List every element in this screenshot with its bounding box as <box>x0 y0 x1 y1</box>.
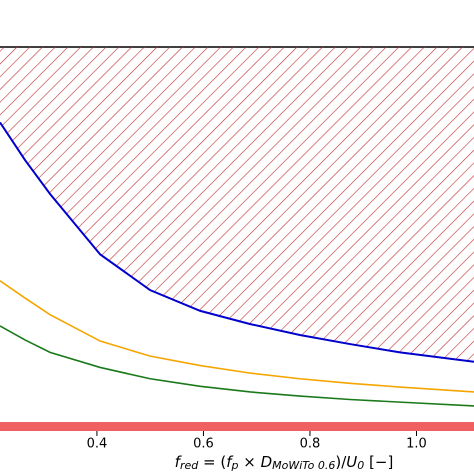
x-label-part: )/ <box>335 453 347 471</box>
x-label-part: p <box>230 459 238 472</box>
x-label-part: red <box>180 459 199 472</box>
x-label-part: f <box>226 453 234 471</box>
x-label-part: f <box>175 453 183 471</box>
series-line <box>0 121 474 363</box>
x-label-part: D <box>261 453 273 471</box>
series-line <box>0 280 474 393</box>
x-label-part: × <box>238 453 260 471</box>
axis-band <box>0 422 474 431</box>
hatched-region <box>0 47 474 362</box>
series-line <box>0 325 474 407</box>
x-label-part: U <box>346 453 357 471</box>
x-tick-label: 0.6 <box>193 437 214 452</box>
x-axis-label: fred = (fp × DMoWiTo 0.6)/U0 [−] <box>175 453 394 473</box>
x-tick-label: 0.8 <box>300 437 321 452</box>
x-label-part: 0 <box>357 459 364 472</box>
x-label-part: MoWiTo 0.6 <box>272 459 335 472</box>
x-tick-label: 1.0 <box>406 437 427 452</box>
x-label-part: [−] <box>364 453 393 471</box>
x-label-part: = ( <box>198 453 226 471</box>
x-tick-label: 0.4 <box>87 437 108 452</box>
